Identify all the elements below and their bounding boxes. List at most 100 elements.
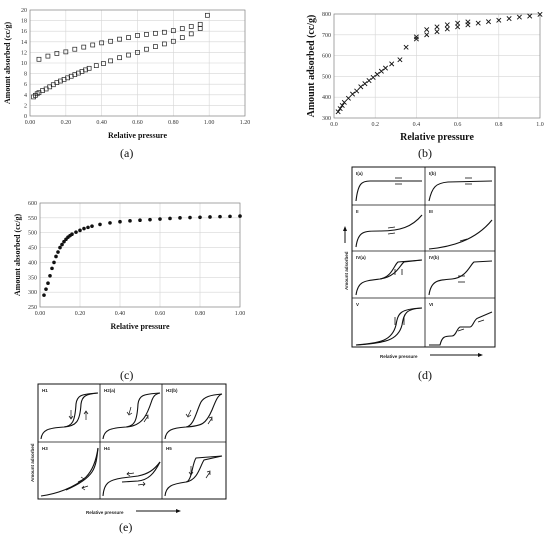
hyst-label-h2b: H2(b) — [166, 388, 178, 393]
data-point — [354, 88, 360, 94]
data-point — [144, 32, 149, 37]
y-tick-label: 500 — [322, 74, 331, 80]
x-tick-label: 1.00 — [204, 120, 215, 126]
iupac-label-vi: VI — [429, 302, 433, 307]
hysteresis-figure: H1 H2(a) H2(b) H3 H4 H5 — [26, 382, 236, 522]
iupac-label-iii: III — [429, 209, 433, 214]
x-axis-label: Relative pressure — [108, 131, 167, 140]
y-tick-label: 4 — [24, 93, 27, 99]
data-point — [168, 216, 172, 221]
data-point — [128, 219, 132, 223]
hyst-curve-h1 — [40, 392, 99, 440]
x-tick-label: 1.0 — [536, 122, 544, 128]
data-point — [370, 74, 376, 80]
data-point — [48, 274, 52, 278]
y-tick-label: 16 — [21, 29, 27, 35]
isotherm-curve-ii — [355, 214, 423, 248]
data-point — [36, 56, 42, 62]
data-point — [389, 61, 395, 67]
data-point — [434, 29, 440, 35]
data-point — [374, 71, 380, 77]
data-point — [496, 17, 502, 23]
y-tick-label: 500 — [28, 231, 37, 237]
data-point — [475, 20, 481, 26]
data-point — [98, 222, 102, 227]
y-tick-label: 10 — [21, 61, 27, 67]
x-tick-label: 0.40 — [115, 311, 126, 317]
data-point — [205, 12, 210, 18]
data-point — [40, 88, 45, 93]
data-point — [63, 49, 69, 55]
caption-b: (b) — [418, 146, 432, 160]
data-point — [366, 78, 372, 84]
hyst-curve-h2a — [102, 392, 161, 440]
data-point — [93, 63, 99, 69]
data-point — [86, 65, 92, 71]
data-point — [79, 69, 85, 74]
x-tick-label: 0.20 — [61, 120, 72, 126]
data-point — [358, 84, 364, 90]
iupac-isotherms-svg: I(a) I(b) II III IV(a) IV(b) V VI — [343, 166, 496, 359]
data-point — [82, 226, 86, 231]
data-point — [238, 214, 242, 218]
y-tick-label: 18 — [21, 19, 27, 25]
data-point — [170, 28, 176, 34]
data-point — [170, 38, 176, 44]
caption-d: (d) — [418, 368, 432, 382]
data-point — [44, 287, 48, 291]
data-point — [52, 260, 56, 265]
data-point — [68, 73, 74, 79]
data-point — [198, 215, 202, 220]
y-tick-label: 600 — [28, 201, 37, 207]
y-tick-label: 12 — [21, 50, 27, 56]
chart-c: 250 300 350 400 450 500 550 600 0.00 0.20 0.40 0.60… — [0, 195, 270, 355]
data-point — [153, 30, 158, 36]
y-tick-label: 400 — [28, 260, 37, 266]
data-point — [78, 228, 82, 233]
y-tick-label: 700 — [322, 33, 331, 39]
data-point — [179, 35, 185, 40]
data-point — [341, 99, 347, 105]
x-tick-label: 0.0 — [330, 122, 338, 128]
data-point — [46, 281, 50, 286]
data-point — [444, 22, 450, 28]
x-tick-label: 0.00 — [35, 311, 46, 317]
data-point — [138, 218, 142, 223]
hyst-curve-h3 — [40, 447, 99, 497]
data-point — [65, 75, 70, 81]
x-axis-label: Relative pressure — [110, 322, 169, 331]
data-point — [179, 26, 185, 31]
hysteresis-svg: H1 H2(a) H2(b) H3 H4 H5 — [30, 383, 227, 515]
data-point — [126, 52, 131, 58]
x-axis-label: Relative pressure — [400, 132, 474, 143]
data-point — [118, 219, 122, 224]
data-point — [54, 80, 60, 85]
data-point — [345, 95, 351, 101]
hyst-label-h1: H1 — [42, 388, 48, 393]
hyst-ylabel: Amount adsorbed — [30, 443, 35, 482]
y-tick-label: 400 — [322, 95, 331, 101]
y-tick-label: 600 — [322, 54, 331, 60]
caption-c: (c) — [120, 368, 134, 382]
y-tick-label: 800 — [322, 12, 331, 18]
data-point — [108, 58, 113, 64]
data-point — [56, 250, 60, 254]
y-axis-label: Amount absorbed (cc/g) — [3, 22, 12, 105]
chart-b: 300 400 500 600 700 800 0.0 0.2 0.4 0.6 0.8 1.0 Rela… — [290, 0, 550, 170]
plot-frame — [29, 9, 246, 117]
iupac-label-ivb: IV(b) — [429, 255, 439, 260]
data-point — [54, 254, 58, 259]
data-point — [60, 242, 64, 247]
data-point — [81, 44, 87, 50]
data-point — [45, 53, 51, 59]
y-tick-label: 300 — [28, 290, 37, 296]
data-point — [74, 230, 78, 234]
isotherm-curve-iii — [428, 219, 493, 250]
isotherm-curve-ivb — [428, 260, 493, 296]
data-point — [350, 91, 356, 97]
data-point — [72, 72, 78, 78]
data-point — [117, 55, 122, 61]
data-point — [62, 239, 66, 244]
data-point — [76, 70, 81, 76]
chart-b-svg: 300 400 500 600 700 800 0.0 0.2 0.4 0.6 0.8 1.0 Rela… — [306, 11, 544, 143]
